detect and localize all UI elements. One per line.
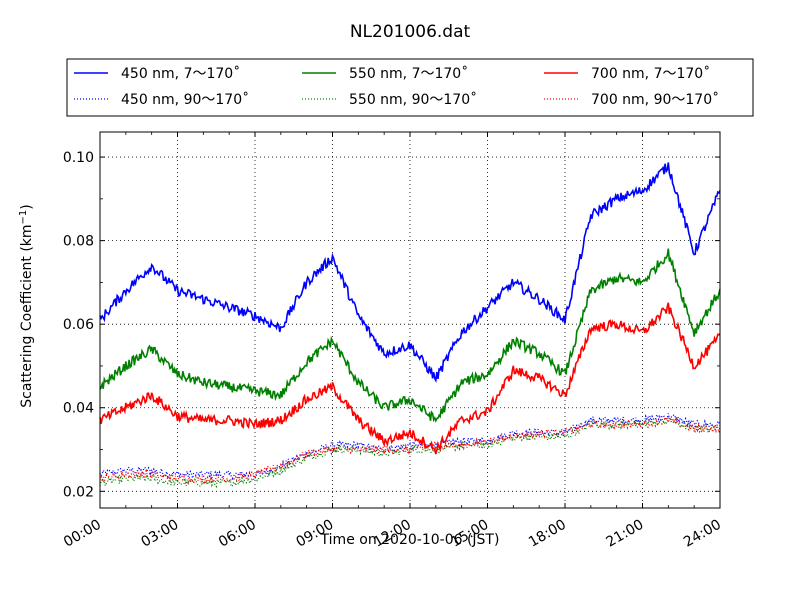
y-tick-label: 0.06 — [63, 317, 94, 333]
legend-label: 550 nm, 90～170˚ — [349, 91, 477, 108]
legend-label: 450 nm, 90～170˚ — [121, 91, 249, 108]
series-line — [99, 302, 721, 455]
y-tick-label: 0.08 — [63, 234, 94, 250]
legend: 450 nm, 7～170˚ 550 nm, 7～170˚ 700 nm, 7～17… — [66, 58, 754, 117]
legend-label: 550 nm, 7～170˚ — [349, 65, 468, 82]
series-line — [99, 162, 721, 383]
y-axis-title-main: Scattering Coefficient (km — [19, 224, 35, 407]
y-axis-title-sup: −1 — [18, 210, 29, 225]
y-axis-title-close: ) — [19, 204, 35, 209]
legend-label: 700 nm, 7～170˚ — [591, 65, 710, 82]
legend-label: 450 nm, 7～170˚ — [121, 65, 240, 82]
legend-label: 700 nm, 90～170˚ — [591, 91, 719, 108]
chart-title: NL201006.dat — [350, 22, 471, 42]
x-axis-title: Time on 2020-10-06 (JST) — [320, 532, 500, 548]
legend-box — [66, 58, 754, 117]
plot-series — [99, 162, 721, 489]
y-axis-title: Scattering Coefficient (km−1) — [18, 204, 36, 408]
y-tick-label: 0.02 — [63, 484, 94, 500]
series-line — [99, 248, 721, 423]
y-tick-label: 0.04 — [63, 401, 94, 417]
y-tick-label: 0.10 — [63, 150, 94, 166]
series-line — [99, 413, 721, 481]
